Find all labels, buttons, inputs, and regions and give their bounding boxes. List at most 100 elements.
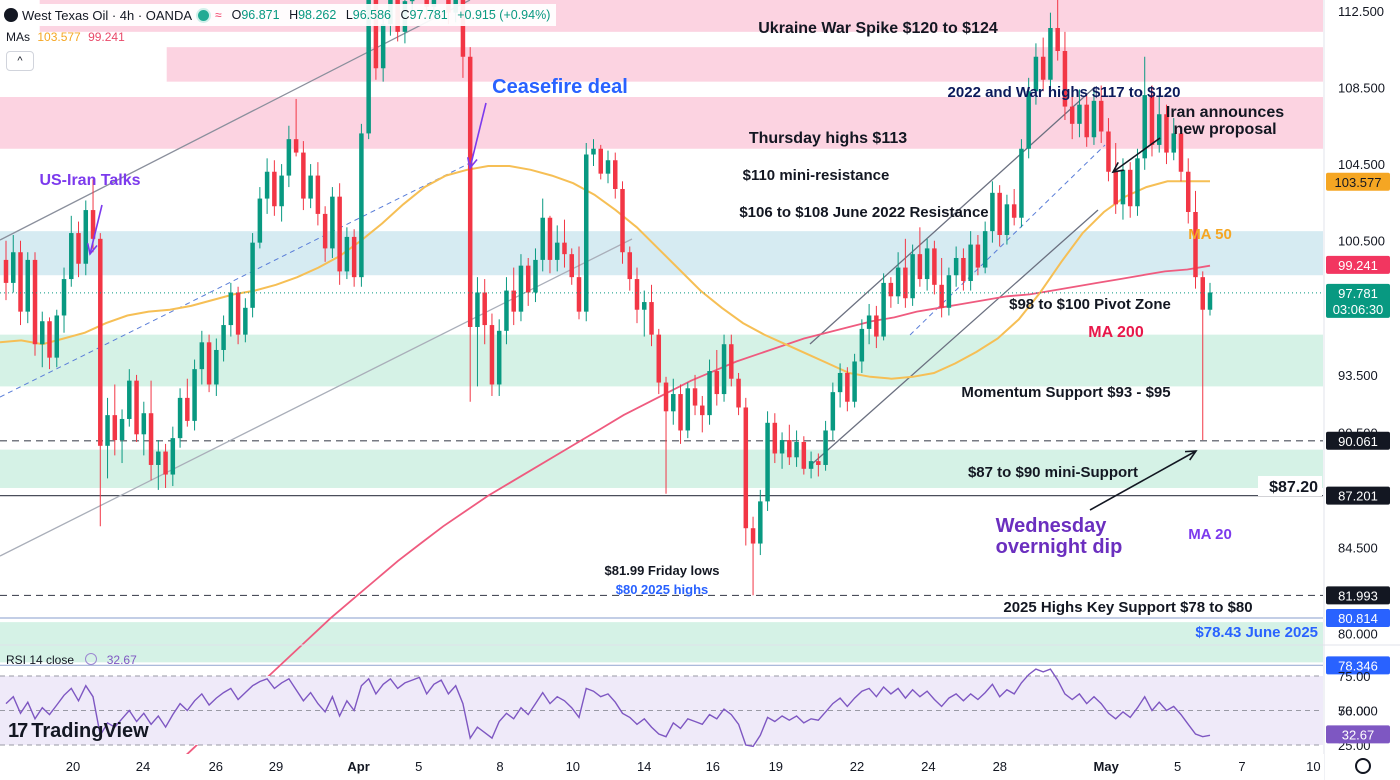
candle[interactable] xyxy=(134,374,139,442)
candle[interactable] xyxy=(634,267,640,324)
candle[interactable] xyxy=(692,374,698,416)
candle[interactable] xyxy=(1135,148,1140,216)
candle[interactable] xyxy=(141,401,147,456)
candle[interactable] xyxy=(1200,271,1205,441)
trendline-4[interactable] xyxy=(811,209,1099,465)
candle[interactable] xyxy=(105,397,110,479)
price-tag-2[interactable]: 99.241 xyxy=(1326,255,1390,274)
annotation-3[interactable]: Iran announces xyxy=(1166,104,1284,121)
candle[interactable] xyxy=(1127,162,1133,218)
candle[interactable] xyxy=(373,0,379,80)
rsi-legend[interactable]: RSI 14 close 32.67 xyxy=(6,653,137,667)
candle[interactable] xyxy=(656,328,662,395)
candle[interactable] xyxy=(112,384,118,456)
candle[interactable] xyxy=(1048,12,1053,96)
candle[interactable] xyxy=(1171,118,1176,161)
annotation-5[interactable]: MA 50 xyxy=(1188,226,1232,243)
annotation-6[interactable]: MA 200 xyxy=(1088,324,1144,341)
candle[interactable] xyxy=(642,290,647,337)
arrow-0[interactable] xyxy=(86,204,103,256)
candle[interactable] xyxy=(750,516,756,596)
candle[interactable] xyxy=(1113,142,1118,214)
candle[interactable] xyxy=(924,238,930,291)
price-axis[interactable] xyxy=(1324,0,1400,645)
candle[interactable] xyxy=(272,160,277,216)
candle[interactable] xyxy=(605,150,611,184)
candle[interactable] xyxy=(1040,37,1046,92)
candle[interactable] xyxy=(330,187,335,258)
rsi-settings-icon[interactable] xyxy=(85,653,98,665)
candle[interactable] xyxy=(547,215,553,274)
ma-legend[interactable]: MAs 103.577 99.241 xyxy=(6,30,125,44)
candle[interactable] xyxy=(700,395,705,433)
candle[interactable] xyxy=(279,164,284,222)
candle[interactable] xyxy=(736,372,741,416)
annotation-0[interactable]: US-Iran Talks xyxy=(39,172,140,189)
candle[interactable] xyxy=(315,162,321,226)
candle[interactable] xyxy=(98,233,103,527)
candle[interactable] xyxy=(540,198,545,272)
candle[interactable] xyxy=(83,200,89,276)
candle[interactable] xyxy=(649,284,654,347)
candle[interactable] xyxy=(54,309,60,368)
ma50-line[interactable] xyxy=(0,165,1210,380)
candle[interactable] xyxy=(1084,95,1089,147)
candle[interactable] xyxy=(235,286,241,345)
candle[interactable] xyxy=(598,144,603,180)
candle[interactable] xyxy=(32,252,38,356)
price-tag-7[interactable]: 80.814 xyxy=(1326,609,1390,628)
candle[interactable] xyxy=(1120,158,1126,220)
candle[interactable] xyxy=(917,227,923,287)
candle[interactable] xyxy=(475,277,480,387)
candle[interactable] xyxy=(932,240,937,295)
candle[interactable] xyxy=(816,453,821,477)
candle[interactable] xyxy=(170,426,176,487)
candle[interactable] xyxy=(859,319,865,373)
candle[interactable] xyxy=(903,238,908,308)
arrow-2[interactable] xyxy=(1111,137,1161,174)
candle[interactable] xyxy=(830,382,836,441)
candle[interactable] xyxy=(489,313,495,396)
symbol-title[interactable]: West Texas Oil · 4h · OANDA xyxy=(22,7,193,23)
candle[interactable] xyxy=(1011,188,1017,226)
candle[interactable] xyxy=(1185,158,1191,224)
candle[interactable] xyxy=(1019,139,1024,228)
candle[interactable] xyxy=(620,181,625,264)
candle[interactable] xyxy=(975,234,981,276)
candle[interactable] xyxy=(982,221,988,274)
candle[interactable] xyxy=(337,183,342,285)
candle[interactable] xyxy=(1142,56,1147,170)
candle[interactable] xyxy=(1193,190,1198,289)
candle[interactable] xyxy=(344,227,350,280)
candle[interactable] xyxy=(511,267,516,326)
candle[interactable] xyxy=(714,349,720,406)
candle[interactable] xyxy=(881,273,886,341)
zone-6[interactable] xyxy=(0,334,1323,387)
candle[interactable] xyxy=(127,369,132,427)
arrow-3[interactable] xyxy=(1089,450,1198,511)
candle[interactable] xyxy=(845,367,850,412)
candle[interactable] xyxy=(206,334,212,393)
zone-4[interactable] xyxy=(0,96,1323,149)
candle[interactable] xyxy=(613,152,618,199)
annotation-2[interactable]: 2022 and War highs $117 to $120 xyxy=(948,84,1181,101)
candle[interactable] xyxy=(990,181,995,243)
candle[interactable] xyxy=(1026,77,1031,159)
candle[interactable] xyxy=(47,317,52,370)
candle[interactable] xyxy=(250,233,255,318)
rsi-line[interactable] xyxy=(5,668,1211,748)
candle[interactable] xyxy=(467,47,473,402)
zone-8[interactable] xyxy=(0,622,1323,663)
price-tag-5[interactable]: 87.201 xyxy=(1326,486,1390,505)
candle[interactable] xyxy=(866,303,872,345)
candle[interactable] xyxy=(1098,85,1104,143)
candle[interactable] xyxy=(946,267,952,316)
candle[interactable] xyxy=(3,240,9,301)
candle[interactable] xyxy=(518,254,524,322)
candle[interactable] xyxy=(61,267,67,333)
candle[interactable] xyxy=(787,424,792,465)
candle[interactable] xyxy=(119,409,125,464)
candle[interactable] xyxy=(758,489,763,556)
